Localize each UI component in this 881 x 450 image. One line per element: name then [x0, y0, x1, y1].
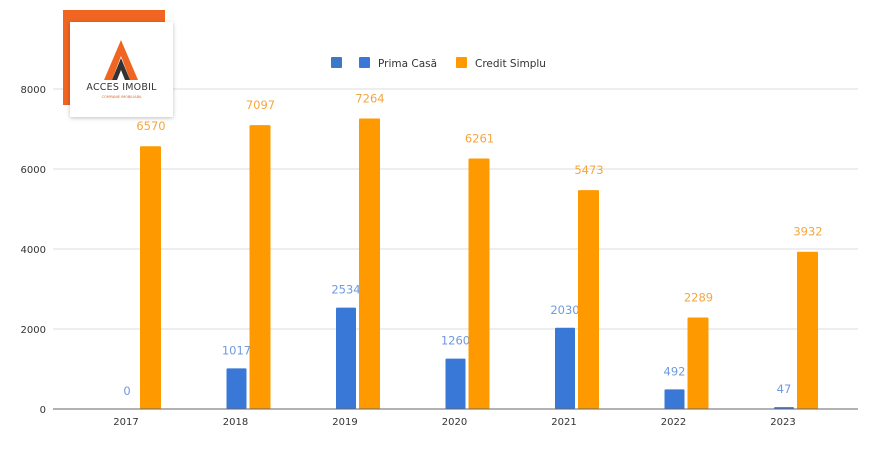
data-label-credit-simplu: 2289 — [684, 290, 713, 304]
data-label-credit-simplu: 7264 — [355, 91, 384, 105]
y-tick-label: 6000 — [21, 165, 46, 176]
legend-swatch-prima-casa — [359, 57, 370, 68]
y-tick-label: 8000 — [21, 85, 46, 96]
y-tick-label: 0 — [40, 405, 46, 416]
data-label-prima-casa: 2030 — [550, 303, 579, 317]
x-tick-label: 2021 — [551, 417, 576, 428]
data-label-credit-simplu: 3932 — [793, 225, 822, 239]
data-label-prima-casa: 1260 — [441, 334, 470, 348]
y-tick-label: 4000 — [21, 245, 46, 256]
bar-prima-casa — [664, 389, 685, 409]
x-tick-label: 2022 — [661, 417, 686, 428]
data-label-credit-simplu: 6570 — [136, 119, 165, 133]
logo-subtitle: COMPANIE IMOBILIARA — [101, 95, 142, 99]
bar-prima-casa — [226, 368, 247, 409]
data-label-prima-casa: 0 — [123, 384, 130, 398]
bar-credit-simplu — [797, 251, 818, 409]
y-tick-label: 2000 — [21, 325, 46, 336]
x-tick-label: 2020 — [442, 417, 467, 428]
legend-label-credit-simplu: Credit Simplu — [475, 58, 546, 70]
data-label-credit-simplu: 5473 — [574, 163, 603, 177]
data-label-prima-casa: 492 — [664, 364, 686, 378]
legend-swatch-unnamed — [331, 57, 342, 68]
data-label-prima-casa: 47 — [777, 382, 792, 396]
bar-credit-simplu — [468, 158, 490, 409]
bar-credit-simplu — [140, 146, 161, 409]
x-tick-label: 2019 — [332, 417, 357, 428]
bar-credit-simplu — [249, 125, 271, 410]
data-label-credit-simplu: 6261 — [465, 132, 494, 146]
bar-prima-casa — [336, 307, 356, 409]
data-label-credit-simplu: 7097 — [246, 98, 275, 112]
x-tick-label: 2017 — [113, 417, 138, 428]
data-label-prima-casa: 1017 — [222, 343, 251, 357]
data-label-prima-casa: 2534 — [331, 283, 360, 297]
logo-a-icon — [104, 40, 138, 80]
legend-swatch-credit-simplu — [456, 57, 467, 68]
legend-label-prima-casa: Prima Casă — [378, 58, 437, 70]
x-tick-label: 2018 — [223, 417, 248, 428]
bar-prima-casa — [445, 358, 466, 409]
x-tick-label: 2023 — [770, 417, 795, 428]
logo: ACCES IMOBIL COMPANIE IMOBILIARA — [63, 10, 173, 117]
bar-credit-simplu — [359, 118, 380, 409]
bar-credit-simplu — [687, 317, 709, 409]
bar-credit-simplu — [578, 190, 599, 409]
bar-prima-casa — [555, 327, 575, 409]
logo-name: ACCES IMOBIL — [86, 82, 157, 93]
